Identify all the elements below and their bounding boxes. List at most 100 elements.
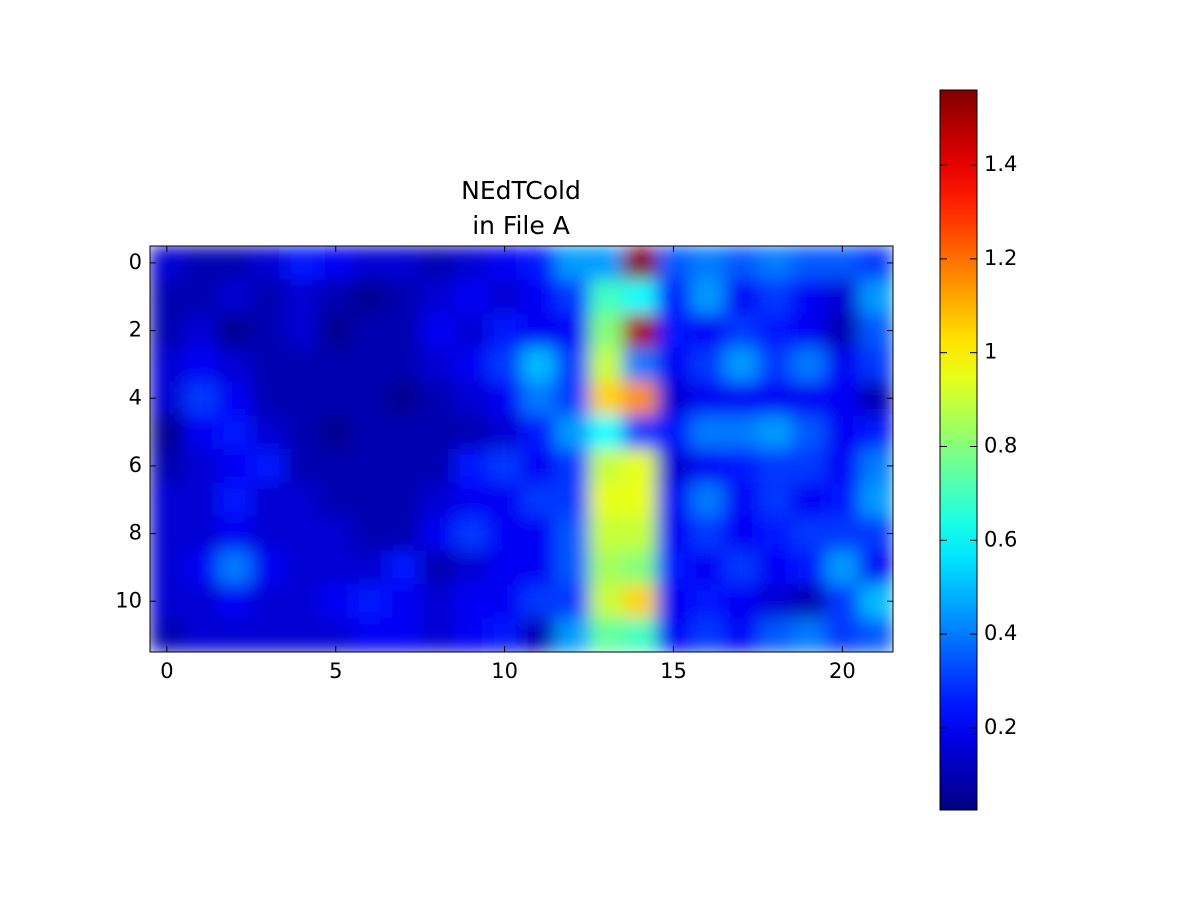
heatmap-cell bbox=[690, 415, 725, 450]
colorbar-tick-label: 0.2 bbox=[984, 715, 1017, 739]
heatmap-cell bbox=[859, 550, 893, 585]
heatmap-cell bbox=[656, 381, 691, 416]
heatmap-cell bbox=[420, 347, 455, 382]
heatmap-cell bbox=[724, 550, 759, 585]
colorbar-tick-label: 1.2 bbox=[984, 246, 1017, 270]
heatmap-cell bbox=[386, 381, 421, 416]
heatmap-cell bbox=[555, 482, 590, 518]
heatmap-cell bbox=[859, 482, 893, 518]
heatmap-cell bbox=[521, 550, 556, 585]
heatmap-cell bbox=[622, 516, 658, 551]
heatmap-cell bbox=[555, 313, 590, 348]
x-tick-label: 5 bbox=[329, 659, 342, 683]
heatmap-cell bbox=[656, 347, 691, 382]
heatmap-cell bbox=[487, 381, 522, 416]
heatmap-cell bbox=[285, 279, 320, 315]
heatmap-cell bbox=[791, 482, 826, 518]
heatmap-cell bbox=[825, 550, 860, 585]
heatmap-cell bbox=[420, 584, 455, 619]
heatmap-cell bbox=[622, 313, 658, 348]
heatmap-cell bbox=[453, 516, 489, 551]
heatmap-cell bbox=[453, 381, 489, 416]
heatmap-cell bbox=[420, 246, 455, 281]
heatmap-cell bbox=[352, 415, 387, 450]
heatmap-cell bbox=[589, 279, 624, 315]
heatmap-cell bbox=[386, 516, 421, 551]
heatmap-cell bbox=[251, 449, 286, 484]
heatmap-cell bbox=[285, 246, 320, 281]
heatmap-cell bbox=[791, 279, 826, 315]
heatmap-cell bbox=[757, 279, 793, 315]
heatmap-cell bbox=[217, 516, 252, 551]
heatmap-cell bbox=[183, 584, 219, 619]
heatmap-cell bbox=[724, 381, 759, 416]
heatmap-cell bbox=[724, 516, 759, 551]
heatmap-cell bbox=[724, 313, 759, 348]
heatmap-cell bbox=[487, 279, 522, 315]
heatmap-cell bbox=[521, 618, 556, 652]
heatmap-cell bbox=[521, 516, 556, 551]
heatmap-cell bbox=[555, 449, 590, 484]
heatmap-cell bbox=[791, 415, 826, 450]
y-tick-label: 10 bbox=[115, 588, 142, 612]
heatmap-cell bbox=[656, 313, 691, 348]
colorbar-tick-label: 0.8 bbox=[984, 433, 1017, 457]
heatmap-cell bbox=[589, 246, 624, 281]
heatmap-cell bbox=[386, 618, 421, 652]
heatmap-cell bbox=[757, 584, 793, 619]
heatmap-cell bbox=[825, 584, 860, 619]
heatmap-cell bbox=[555, 246, 590, 281]
heatmap-cell bbox=[386, 449, 421, 484]
heatmap-cell bbox=[420, 550, 455, 585]
heatmap-cell bbox=[453, 482, 489, 518]
heatmap-cell bbox=[690, 449, 725, 484]
heatmap-cells bbox=[150, 246, 893, 652]
heatmap-cell bbox=[555, 550, 590, 585]
heatmap-cell bbox=[183, 381, 219, 416]
heatmap-cell bbox=[285, 347, 320, 382]
y-tick-label: 4 bbox=[129, 385, 142, 409]
heatmap-cell bbox=[589, 482, 624, 518]
heatmap-cell bbox=[521, 246, 556, 281]
heatmap-cell bbox=[352, 381, 387, 416]
heatmap-cell bbox=[318, 584, 354, 619]
heatmap-cell bbox=[589, 415, 624, 450]
x-tick-label: 20 bbox=[829, 659, 856, 683]
heatmap-cell bbox=[690, 516, 725, 551]
heatmap-cell bbox=[859, 618, 893, 652]
heatmap-cell bbox=[791, 246, 826, 281]
heatmap-cell bbox=[757, 381, 793, 416]
heatmap-cell bbox=[251, 279, 286, 315]
heatmap-cell bbox=[622, 584, 658, 619]
heatmap-cell bbox=[487, 449, 522, 484]
heatmap-cell bbox=[690, 618, 725, 652]
heatmap-cell bbox=[386, 347, 421, 382]
heatmap-cell bbox=[656, 516, 691, 551]
heatmap-cell bbox=[183, 246, 219, 281]
heatmap-cell bbox=[690, 584, 725, 619]
heatmap-cell bbox=[285, 516, 320, 551]
heatmap-cell bbox=[690, 313, 725, 348]
colorbar bbox=[939, 89, 978, 811]
heatmap-cell bbox=[487, 415, 522, 450]
heatmap-cell bbox=[757, 313, 793, 348]
heatmap-cell bbox=[318, 449, 354, 484]
heatmap-cell bbox=[352, 279, 387, 315]
heatmap bbox=[150, 246, 893, 652]
heatmap-cell bbox=[791, 347, 826, 382]
heatmap-cell bbox=[285, 381, 320, 416]
heatmap-cell bbox=[622, 347, 658, 382]
heatmap-cell bbox=[386, 584, 421, 619]
heatmap-cell bbox=[825, 482, 860, 518]
heatmap-cell bbox=[555, 279, 590, 315]
y-tick-label: 0 bbox=[129, 250, 142, 274]
heatmap-cell bbox=[690, 279, 725, 315]
heatmap-cell bbox=[420, 415, 455, 450]
heatmap-cell bbox=[757, 550, 793, 585]
heatmap-cell bbox=[251, 246, 286, 281]
heatmap-cell bbox=[217, 347, 252, 382]
heatmap-cell bbox=[217, 381, 252, 416]
heatmap-cell bbox=[183, 550, 219, 585]
heatmap-cell bbox=[183, 279, 219, 315]
